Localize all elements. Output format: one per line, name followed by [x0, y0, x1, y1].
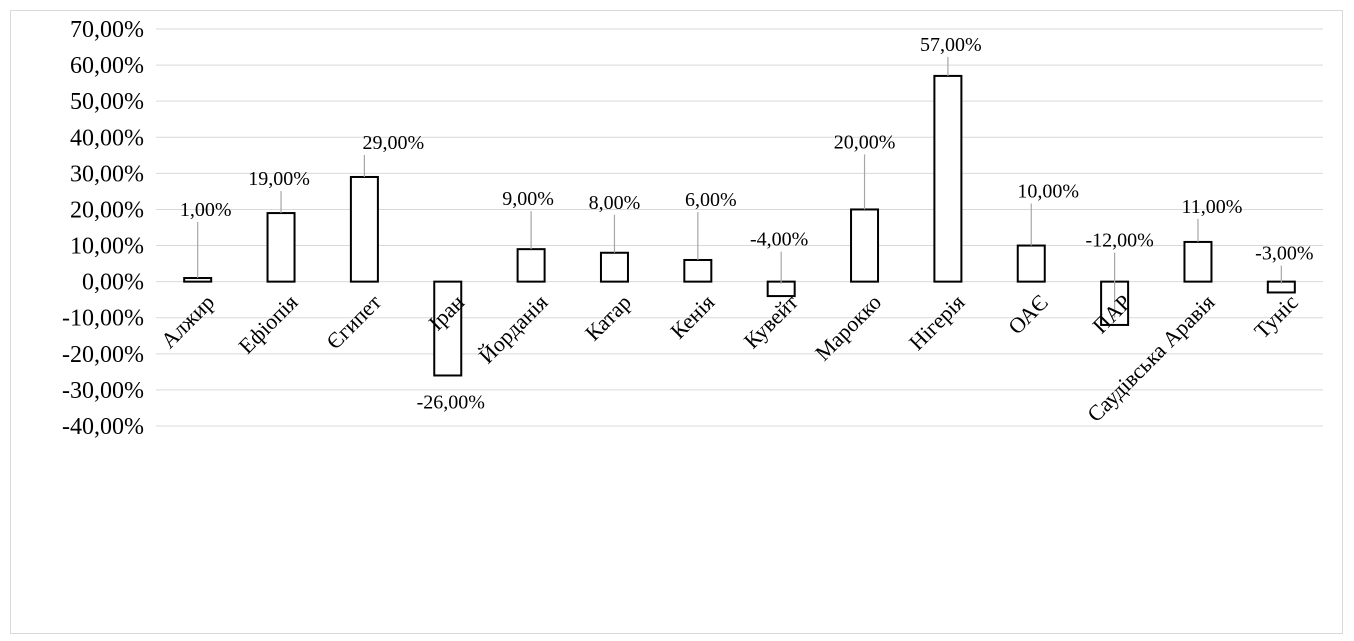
bar — [349, 175, 379, 283]
bar — [1016, 244, 1046, 283]
category-label: Туніс — [1249, 289, 1303, 343]
bar — [1183, 240, 1213, 283]
data-label: 10,00% — [1017, 181, 1079, 203]
y-tick-label: 10,00% — [70, 234, 144, 260]
data-label: 11,00% — [1182, 196, 1243, 218]
data-label: 6,00% — [685, 189, 737, 211]
y-tick-label: 30,00% — [70, 161, 144, 187]
data-label: 57,00% — [920, 34, 982, 56]
data-label: 1,00% — [180, 199, 232, 221]
leader-lines — [197, 56, 1282, 318]
bar — [850, 208, 880, 283]
y-tick-label: -20,00% — [62, 342, 144, 368]
y-tick-label: -30,00% — [62, 378, 144, 404]
data-label: -3,00% — [1255, 243, 1313, 265]
y-tick-label: 20,00% — [70, 197, 144, 223]
bar — [516, 248, 546, 283]
bar — [683, 258, 713, 283]
data-label: -12,00% — [1085, 230, 1153, 252]
y-tick-label: 0,00% — [82, 270, 144, 296]
y-tick-label: -40,00% — [62, 414, 144, 440]
data-label: -26,00% — [417, 391, 485, 413]
bar — [599, 251, 629, 283]
data-label: -4,00% — [750, 229, 808, 251]
data-label: 9,00% — [502, 188, 554, 210]
data-labels: 1,00%19,00%29,00%-26,00%9,00% 8,00% 6,00%-… — [180, 34, 1314, 414]
chart-area: 70,00% 60,00% 50,00% 40,00% 30,00% 20,00% 10,0… — [10, 10, 1343, 634]
bar — [266, 212, 296, 283]
category-label: Іран — [423, 289, 469, 335]
y-tick-label: 60,00% — [70, 53, 144, 79]
data-label: 20,00% — [834, 131, 896, 153]
category-label: Ефіопія — [233, 289, 302, 358]
category-label: Нігерія — [904, 289, 970, 355]
y-tick-label: 50,00% — [70, 89, 144, 115]
category-label: ОАЄ — [1003, 289, 1053, 339]
category-label: Алжир — [156, 289, 220, 353]
bar-chart: 70,00% 60,00% 50,00% 40,00% 30,00% 20,00% 10,0… — [62, 17, 1323, 440]
y-tick-label: -10,00% — [62, 306, 144, 332]
data-label: 19,00% — [248, 168, 310, 190]
y-axis-tick-labels: 70,00% 60,00% 50,00% 40,00% 30,00% 20,00% 10,0… — [62, 17, 144, 440]
category-label: Кенія — [665, 289, 719, 343]
bars — [183, 74, 1296, 377]
y-tick-label: 40,00% — [70, 125, 144, 151]
data-label: 29,00% — [363, 132, 425, 154]
data-label: 8,00% — [589, 192, 641, 214]
category-label: Кувейт — [739, 289, 803, 353]
category-label: Йорданія — [474, 289, 553, 368]
bar — [183, 277, 213, 283]
x-axis-category-labels: Алжир Ефіопія Єгипет Іран Йорданія Катар Кенія… — [156, 289, 1303, 427]
bar — [433, 280, 463, 377]
bar — [933, 74, 963, 283]
y-tick-label: 70,00% — [70, 17, 144, 43]
category-label: Єгипет — [321, 289, 386, 354]
